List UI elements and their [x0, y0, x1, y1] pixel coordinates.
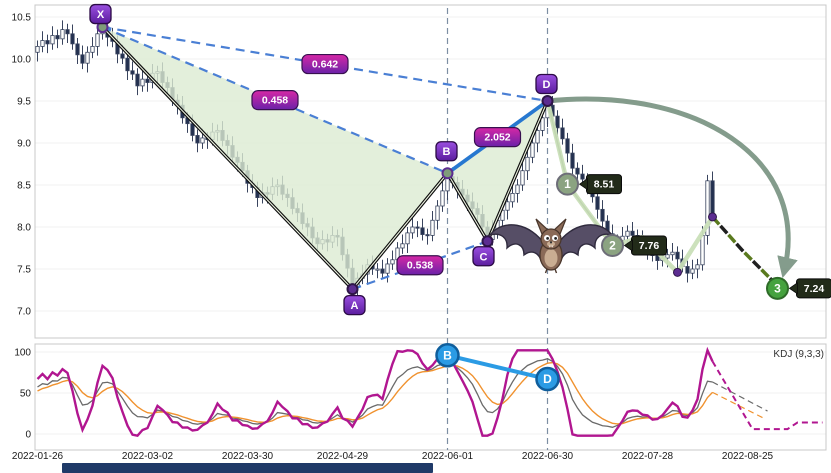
pattern-point-badge-B: B: [435, 141, 458, 162]
svg-text:10.0: 10.0: [12, 55, 32, 66]
svg-text:D: D: [543, 372, 552, 386]
svg-text:0: 0: [25, 430, 31, 441]
ratio-label-0.642: 0.642: [301, 53, 349, 75]
svg-text:2022-03-02: 2022-03-02: [122, 451, 174, 462]
kdj-panel[interactable]: [34, 343, 827, 451]
bat-fang: [551, 245, 553, 248]
timeline-scrollbar[interactable]: [62, 463, 433, 473]
main-chart-panel[interactable]: [34, 4, 827, 339]
kdj-marker-D: D: [535, 366, 560, 392]
svg-text:D: D: [543, 79, 551, 91]
svg-text:B: B: [443, 146, 451, 158]
svg-text:1: 1: [564, 177, 571, 191]
bat-fang: [549, 245, 551, 248]
svg-text:9.0: 9.0: [17, 139, 31, 150]
bat-illustration: [488, 218, 614, 274]
svg-text:2022-03-30: 2022-03-30: [222, 451, 274, 462]
svg-text:2022-06-30: 2022-06-30: [522, 451, 574, 462]
ratio-label-2.052: 2.052: [473, 127, 522, 148]
svg-text:8.5: 8.5: [17, 181, 31, 192]
ratio-label-0.538: 0.538: [396, 255, 444, 276]
pattern-point-badge-X: X: [89, 3, 112, 25]
svg-text:10.5: 10.5: [12, 13, 32, 24]
svg-text:0.458: 0.458: [262, 95, 288, 107]
targets-layer: 8.51 1 7.76 2 7.24 3: [556, 172, 831, 300]
pattern-point-badge-C: C: [472, 246, 495, 267]
ratio-label-0.458: 0.458: [251, 90, 299, 111]
kdj-marker-B: B: [435, 343, 460, 368]
bat-muzzle: [547, 241, 555, 247]
svg-text:50: 50: [20, 389, 32, 400]
bat-belly: [544, 249, 558, 267]
svg-text:2022-01-26: 2022-01-26: [12, 451, 64, 462]
svg-text:2022-04-29: 2022-04-29: [317, 451, 369, 462]
bat-left-pupil: [546, 237, 549, 240]
svg-text:2022-08-25: 2022-08-25: [722, 451, 774, 462]
bat-right-wing: [556, 224, 614, 262]
pattern-point-badge-A: A: [343, 295, 366, 316]
svg-text:3: 3: [774, 281, 781, 295]
svg-text:B: B: [443, 348, 452, 362]
svg-text:2: 2: [609, 238, 616, 252]
svg-text:A: A: [351, 300, 359, 312]
bat-left-wing: [488, 224, 546, 262]
kdj-params-label: KDJ (9,3,3): [773, 349, 824, 360]
svg-text:8.0: 8.0: [17, 223, 31, 234]
pattern-point-badge-D: D: [535, 73, 558, 95]
svg-text:7.76: 7.76: [639, 240, 660, 252]
target-3: 7.24 3: [766, 276, 831, 300]
svg-text:X: X: [97, 9, 105, 21]
svg-text:2022-06-01: 2022-06-01: [422, 451, 474, 462]
svg-text:9.5: 9.5: [17, 97, 31, 108]
svg-text:7.5: 7.5: [17, 265, 31, 276]
svg-text:0.538: 0.538: [407, 260, 433, 272]
svg-text:C: C: [480, 251, 488, 263]
svg-text:100: 100: [14, 348, 31, 359]
harmonic-pattern-layer: X A B C D 0.642 0.458 2.052 0.538: [89, 3, 798, 316]
bat-nose: [549, 241, 553, 244]
svg-text:8.51: 8.51: [594, 179, 615, 191]
bat-right-pupil: [554, 237, 557, 240]
axis-labels-layer: 10.5 10.0 9.5 9.0 8.5 8.0 7.5 7.0 100 50 0 2022-01-…: [12, 13, 774, 463]
svg-text:7.24: 7.24: [804, 283, 825, 295]
target-2: 7.76 2: [601, 233, 667, 257]
bat-head: [540, 228, 562, 250]
svg-text:0.642: 0.642: [312, 59, 338, 71]
kdj-indicator-layer[interactable]: BD: [36, 343, 823, 437]
svg-text:2.052: 2.052: [484, 132, 510, 144]
svg-text:7.0: 7.0: [17, 307, 31, 318]
svg-text:2022-07-28: 2022-07-28: [622, 451, 674, 462]
target-1: 8.51 1: [556, 172, 622, 196]
bat-feet: [544, 268, 558, 274]
